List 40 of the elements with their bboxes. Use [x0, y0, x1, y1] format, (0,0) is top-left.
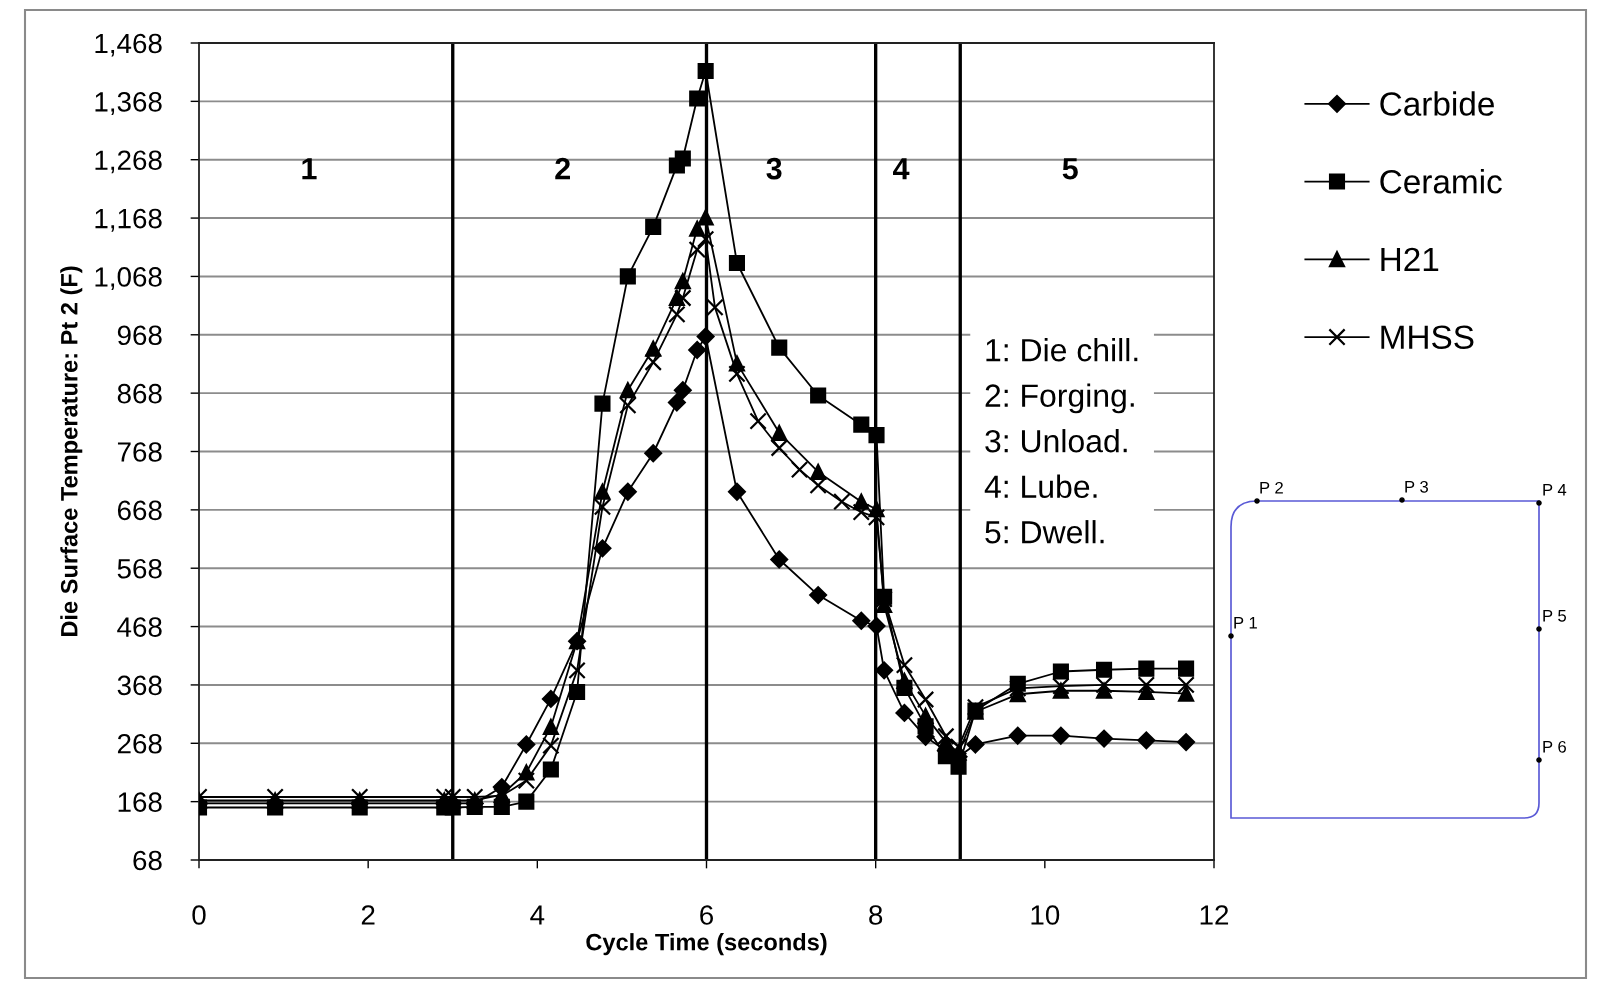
x-tick-label: 2	[361, 905, 375, 925]
legend-label: MHSS	[1381, 325, 1474, 350]
annotation: 5	[1062, 158, 1078, 180]
text: P 6	[1543, 740, 1566, 753]
annotation: 4	[893, 158, 910, 180]
annotation: 3	[766, 157, 782, 180]
y-tick-label: 468	[117, 617, 162, 637]
text: P 2	[1260, 481, 1283, 494]
annotation: 2	[555, 157, 570, 180]
y-tick-label: 1,068	[95, 267, 162, 291]
y-tick-label: 68	[133, 850, 162, 871]
x-tick-label: 10	[1031, 905, 1060, 925]
y-tick-label: 668	[117, 500, 162, 521]
y-tick-label: 368	[117, 675, 162, 696]
y-tick-label: 1,168	[95, 208, 162, 232]
text: P 1	[1234, 617, 1257, 629]
x-tick-label: 12	[1200, 905, 1229, 925]
x-tick-label: 8	[869, 905, 883, 925]
legend-label: H21	[1381, 247, 1439, 271]
legend-label: Carbide	[1380, 91, 1494, 116]
y-axis-title: Die Surface Temperature: Pt 2 (F)	[60, 266, 83, 637]
annotation: 1: Die chill. 2: Forging. 3: Unload. 4: Lube. 5: Dwell.	[984, 338, 1138, 544]
y-tick-label: 168	[118, 792, 162, 812]
legend-label: Ceramic	[1380, 169, 1502, 194]
annotation: 1	[302, 158, 317, 180]
x-tick-label: 6	[700, 905, 713, 925]
text: P 3	[1405, 480, 1428, 493]
y-tick-label: 868	[117, 383, 162, 404]
y-tick-label: 568	[117, 558, 162, 579]
y-tick-label: 768	[117, 442, 162, 462]
text: P 4	[1543, 484, 1567, 496]
x-axis-title: Cycle Time (seconds)	[586, 933, 827, 956]
y-tick-label: 968	[117, 325, 162, 346]
x-tick-label: 4	[530, 905, 545, 925]
y-tick-label: 268	[117, 733, 162, 754]
text: P 5	[1543, 610, 1567, 622]
y-tick-label: 1,268	[95, 150, 162, 174]
x-tick-label: 0	[192, 905, 206, 925]
y-tick-label: 1,368	[95, 92, 162, 115]
y-tick-label: 1,468	[95, 33, 162, 57]
